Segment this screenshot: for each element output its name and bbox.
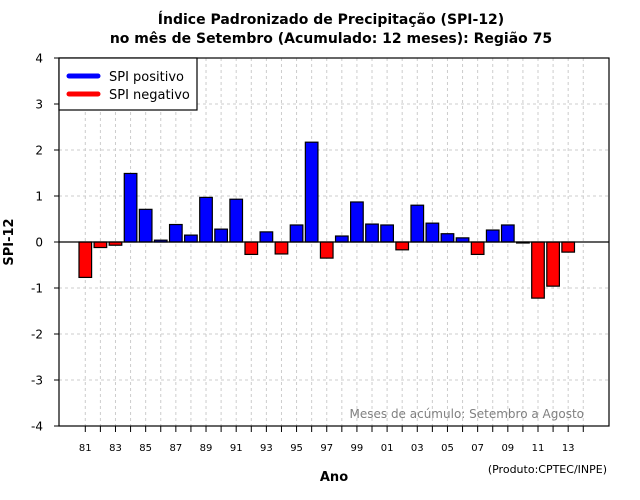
y-tick-label: -4	[31, 420, 43, 434]
bar-1995	[289, 224, 304, 243]
chart-subtitle: no mês de Setembro (Acumulado: 12 meses)…	[110, 31, 552, 47]
x-tick-label: 95	[290, 443, 303, 454]
x-tick-label: 11	[532, 443, 545, 454]
bar-1992	[244, 241, 259, 256]
bar-2000	[365, 223, 379, 243]
bar-1994	[274, 241, 289, 255]
x-tick-label: 85	[139, 443, 152, 454]
x-tick-label: 03	[411, 443, 424, 454]
bar-2004	[425, 222, 440, 243]
x-axis: 81 83 85 87 89 91 93 95 97 99 01 03 05 07 09 11 13	[79, 426, 584, 454]
credit: (Produto:CPTEC/INPE)	[488, 463, 607, 476]
y-tick-label: 3	[35, 98, 43, 112]
bar-2006	[455, 237, 470, 243]
y-tick-label: -3	[31, 374, 43, 388]
x-tick-label: 07	[471, 443, 484, 454]
bar-2007	[470, 241, 485, 256]
y-tick-label: -2	[31, 328, 43, 342]
bar-2009	[500, 224, 515, 243]
y-axis-label: SPI-12	[2, 218, 17, 265]
x-tick-label: 01	[381, 443, 394, 454]
bar-1991	[229, 198, 244, 243]
bar-1985	[138, 208, 153, 243]
bar-2012	[546, 241, 560, 287]
legend-label-negative: SPI negativo	[109, 88, 190, 103]
bar-1990	[214, 228, 229, 243]
x-tick-label: 99	[351, 443, 364, 454]
y-tick-label: -1	[31, 282, 43, 296]
x-axis-label: Ano	[320, 470, 348, 485]
bar-1993	[259, 231, 274, 243]
legend: SPI positivo SPI negativo	[58, 57, 198, 111]
bar-1999	[350, 201, 364, 243]
bar-1984	[123, 172, 138, 243]
legend-box	[58, 57, 198, 111]
bar-2002	[395, 241, 410, 251]
bar-1997	[319, 241, 334, 259]
x-tick-label: 81	[79, 443, 92, 454]
x-tick-label: 91	[230, 443, 243, 454]
bar-1987	[168, 223, 183, 243]
bar-1981	[78, 241, 93, 279]
x-tick-label: 13	[562, 443, 575, 454]
y-tick-label: 2	[35, 144, 43, 158]
x-tick-label: 09	[501, 443, 514, 454]
bar-2013	[561, 241, 576, 253]
y-axis: 4 3 2 1 0 -1 -2 -3 -4	[31, 52, 59, 434]
bar-2005	[440, 233, 455, 243]
y-tick-label: 0	[35, 236, 43, 250]
legend-label-positive: SPI positivo	[109, 70, 184, 85]
y-tick-label: 4	[35, 52, 43, 66]
bar-2001	[380, 224, 394, 243]
bar-1998	[334, 235, 349, 243]
bar-1988	[184, 234, 198, 243]
bar-1996	[304, 141, 319, 243]
x-tick-label: 87	[169, 443, 182, 454]
bar-2008	[485, 229, 500, 243]
chart-title: Índice Padronizado de Precipitação (SPI-…	[158, 11, 504, 28]
annotation: Meses de acúmulo: Setembro a Agosto	[350, 407, 585, 421]
x-tick-label: 97	[320, 443, 333, 454]
x-tick-label: 83	[109, 443, 122, 454]
bar-2003	[410, 204, 425, 243]
bar-2011	[531, 241, 545, 299]
y-tick-label: 1	[35, 190, 43, 204]
bar-1989	[199, 196, 213, 243]
x-tick-label: 93	[260, 443, 273, 454]
x-tick-label: 05	[441, 443, 454, 454]
x-tick-label: 89	[200, 443, 213, 454]
bar-1982	[93, 241, 108, 249]
